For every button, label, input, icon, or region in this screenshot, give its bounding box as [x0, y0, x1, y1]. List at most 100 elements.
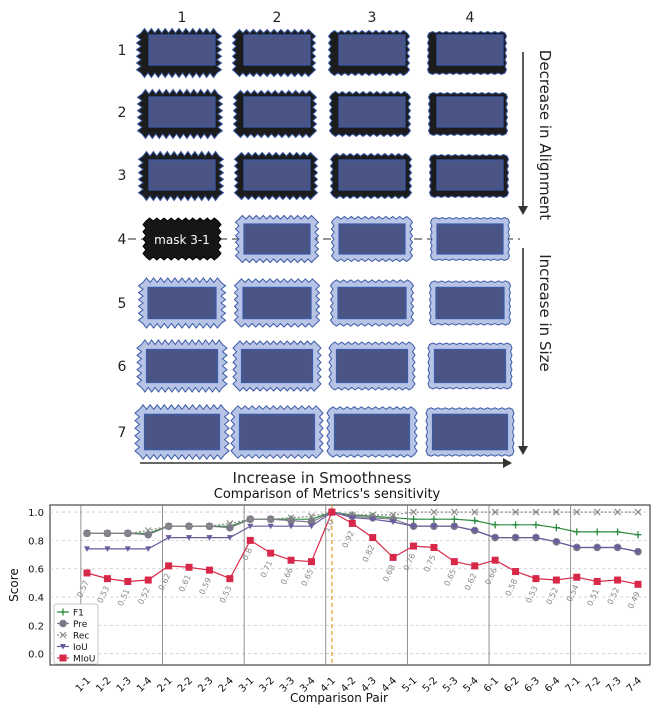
series-line [87, 511, 638, 534]
size-axis-label: Increase in Size [536, 254, 554, 371]
x-tick-label: 1-4 [135, 675, 154, 694]
x-tick-label: 5-3 [441, 675, 460, 694]
data-label: 0.82 [361, 544, 377, 564]
data-label: 0.52 [136, 586, 152, 606]
y-tick-label: 0.0 [28, 650, 44, 661]
smoothness-axis-label: Increase in Smoothness [233, 469, 412, 487]
data-point [450, 558, 458, 566]
data-point [226, 519, 234, 527]
data-point [634, 531, 642, 539]
data-point [410, 515, 418, 523]
data-point [103, 575, 111, 583]
data-point [83, 529, 91, 537]
mask-cell [326, 406, 418, 458]
data-point [104, 546, 111, 552]
x-tick-label: 6-4 [543, 675, 562, 694]
data-point [573, 544, 580, 551]
mask-cell [328, 341, 416, 391]
data-point [307, 558, 315, 566]
data-point [144, 530, 153, 539]
mask-cell [425, 407, 515, 457]
data-point [635, 549, 641, 555]
data-label: 0.76 [402, 552, 418, 572]
data-label: 0.52 [544, 586, 560, 606]
data-point [328, 508, 336, 516]
data-point [451, 523, 458, 530]
data-point [410, 523, 417, 530]
x-tick-label: 2-1 [155, 675, 174, 694]
data-label: 0.52 [606, 586, 622, 606]
mask-cell [427, 91, 509, 137]
data-label: 0.8 [241, 546, 255, 561]
data-point [634, 508, 642, 516]
data-point [614, 544, 621, 551]
data-point [492, 535, 499, 541]
mask-cell [136, 88, 224, 140]
data-point [83, 569, 91, 577]
column-label: 2 [273, 10, 282, 26]
x-tick-label: 5-1 [400, 675, 419, 694]
data-point [288, 523, 295, 530]
alignment-arrow [518, 52, 528, 215]
series-line [86, 511, 639, 585]
chart-title: Comparison of Metrics's sensitivity [214, 487, 441, 502]
mask-cell [231, 28, 317, 78]
smoothness-arrow [140, 458, 512, 468]
data-point [593, 577, 601, 585]
data-point [308, 523, 315, 530]
data-point [491, 556, 499, 564]
data-label: 0.53 [218, 585, 234, 605]
x-tick-label: 7-1 [564, 675, 583, 694]
data-point [450, 515, 458, 523]
x-tick-label: 2-2 [176, 675, 195, 694]
data-point [185, 563, 193, 571]
data-point [165, 522, 173, 530]
row-label: 7 [118, 425, 127, 441]
series-rec [83, 508, 642, 537]
data-point [491, 521, 499, 529]
data-point [512, 508, 519, 516]
data-point [246, 536, 254, 544]
legend-label: Pre [73, 620, 88, 630]
row-label: 3 [118, 168, 127, 184]
data-point [471, 527, 478, 534]
data-point [247, 523, 254, 530]
x-tick-label: 1-2 [94, 675, 113, 694]
data-point [287, 514, 295, 522]
x-tick-label: 6-2 [502, 675, 521, 694]
row-label: 5 [118, 296, 127, 312]
data-point [185, 522, 193, 530]
data-label: 0.68 [381, 563, 397, 583]
data-label: 0.49 [626, 590, 642, 610]
data-point [573, 528, 581, 536]
row-label: 2 [118, 105, 127, 121]
mask-cell [428, 153, 510, 199]
plot-frame [49, 504, 651, 666]
data-point [246, 515, 254, 523]
mask-cell [330, 215, 414, 263]
y-tick-label: 0.4 [28, 593, 44, 604]
y-tick-label: 0.8 [28, 536, 44, 547]
legend-label: MIoU [73, 655, 96, 665]
column-label: 4 [466, 10, 475, 26]
x-tick-label: 5-2 [421, 675, 440, 694]
data-point [390, 519, 397, 525]
mask-cell [134, 403, 230, 461]
row-label: 4 [118, 232, 127, 248]
data-point [308, 512, 315, 520]
data-point [430, 543, 438, 551]
data-point [389, 511, 397, 519]
mask-cell [232, 89, 318, 139]
data-point [410, 542, 418, 550]
data-point [59, 654, 67, 662]
mask-grid: mask 3-1 [128, 27, 520, 461]
data-point [430, 523, 437, 530]
data-point [594, 544, 601, 551]
data-point [614, 528, 622, 536]
data-label: 0.65 [442, 568, 458, 588]
legend-label: F1 [73, 609, 84, 619]
data-point [348, 519, 356, 527]
mask-cell [233, 278, 321, 328]
mask-cell [426, 30, 508, 76]
